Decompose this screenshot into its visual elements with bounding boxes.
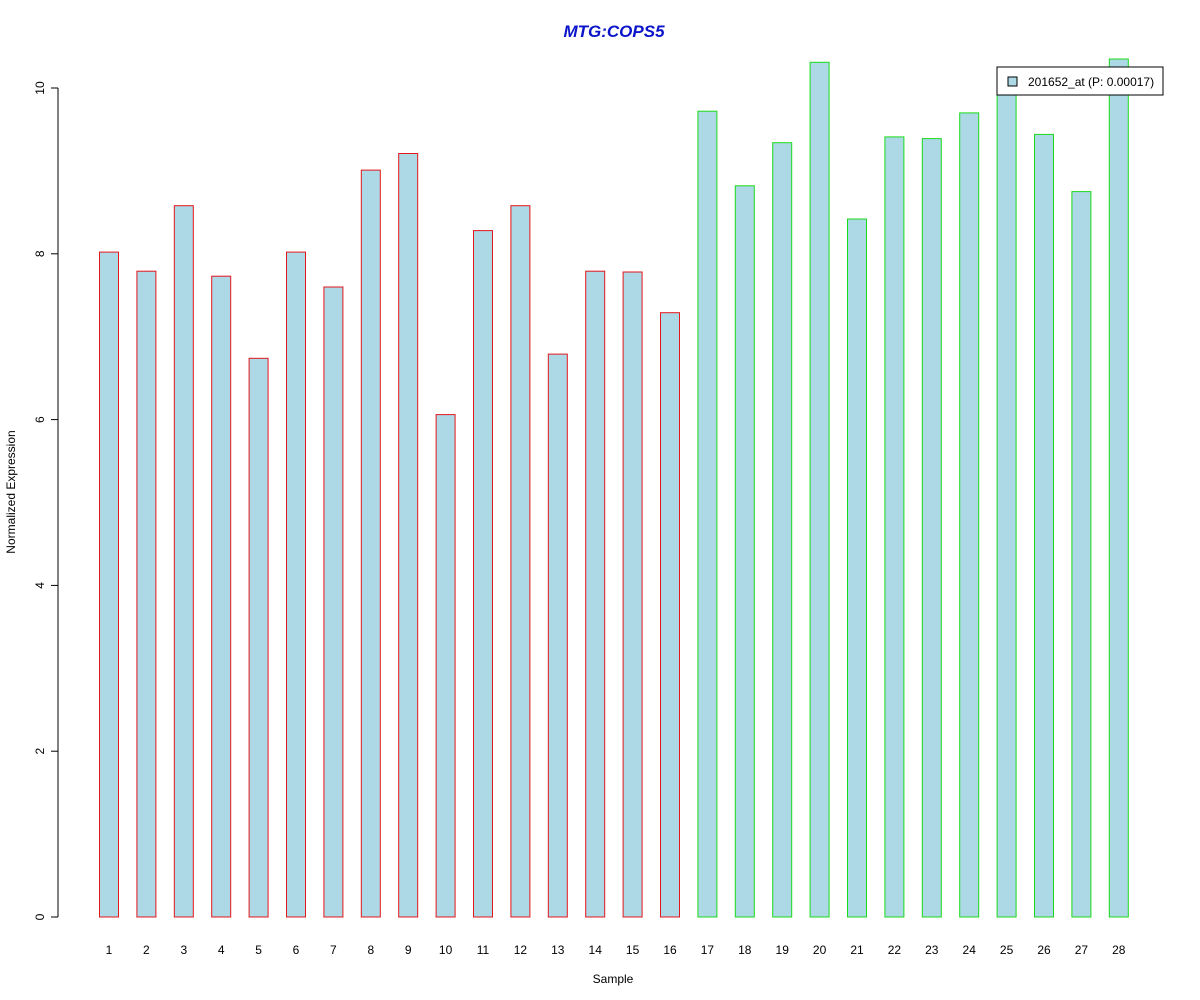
bar bbox=[286, 251, 306, 918]
x-tick-label: 1 bbox=[106, 943, 113, 957]
x-tick-label: 23 bbox=[925, 943, 939, 957]
bar bbox=[510, 205, 531, 918]
bar bbox=[996, 90, 1017, 918]
y-tick-label: 8 bbox=[33, 250, 47, 257]
x-tick-label: 11 bbox=[477, 943, 490, 957]
x-tick-label: 19 bbox=[776, 943, 790, 957]
bar bbox=[734, 185, 755, 918]
bar bbox=[473, 230, 493, 918]
bar bbox=[1071, 191, 1092, 918]
bar bbox=[847, 218, 867, 918]
y-tick-label: 2 bbox=[33, 748, 47, 755]
bar bbox=[959, 112, 980, 918]
bar bbox=[697, 110, 718, 918]
x-tick-label: 4 bbox=[218, 943, 225, 957]
x-tick-label: 26 bbox=[1037, 943, 1051, 957]
bar bbox=[1108, 58, 1129, 918]
x-tick-label: 2 bbox=[143, 943, 150, 957]
x-tick-label: 28 bbox=[1112, 943, 1126, 957]
y-tick-label: 6 bbox=[33, 416, 47, 423]
bar bbox=[809, 61, 830, 918]
bar bbox=[547, 353, 568, 918]
x-tick-label: 21 bbox=[850, 943, 864, 957]
bar bbox=[622, 271, 643, 918]
x-tick-label: 7 bbox=[330, 943, 337, 957]
bar bbox=[99, 251, 119, 918]
x-tick-label: 13 bbox=[551, 943, 565, 957]
y-tick-label: 4 bbox=[33, 582, 47, 589]
legend: 201652_at (P: 0.00017) bbox=[996, 66, 1164, 96]
x-tick-label: 20 bbox=[813, 943, 827, 957]
x-tick-label: 10 bbox=[439, 943, 453, 957]
bar bbox=[173, 205, 194, 918]
x-tick-label: 5 bbox=[255, 943, 262, 957]
bar bbox=[660, 312, 680, 918]
bar bbox=[772, 142, 793, 918]
chart-title: MTG:COPS5 bbox=[563, 22, 665, 41]
x-tick-label: 22 bbox=[888, 943, 902, 957]
bar bbox=[323, 286, 344, 918]
x-tick-label: 3 bbox=[180, 943, 187, 957]
x-tick-label: 24 bbox=[963, 943, 977, 957]
x-tick-label: 25 bbox=[1000, 943, 1014, 957]
bar bbox=[921, 138, 942, 918]
bar bbox=[136, 270, 157, 918]
x-tick-label: 8 bbox=[367, 943, 374, 957]
x-tick-label: 27 bbox=[1075, 943, 1089, 957]
legend-swatch bbox=[1007, 76, 1018, 87]
x-tick-label: 17 bbox=[701, 943, 715, 957]
x-tick-label: 15 bbox=[626, 943, 640, 957]
x-tick-label: 14 bbox=[589, 943, 603, 957]
bar bbox=[248, 357, 269, 918]
bar bbox=[1034, 133, 1054, 918]
bars-group bbox=[99, 58, 1129, 918]
y-axis-title: Normalized Expression bbox=[4, 430, 18, 553]
bar bbox=[360, 169, 381, 918]
x-tick-labels: 1 2 3 4 5 6 7 8 9 10 11 12 13 14 15 16 17 18 19 20 21 22 23 24 2… bbox=[106, 943, 1126, 957]
x-tick-label: 16 bbox=[663, 943, 677, 957]
bar bbox=[211, 275, 232, 918]
x-axis-title: Sample bbox=[593, 972, 634, 986]
bar bbox=[585, 270, 606, 918]
bar bbox=[435, 414, 456, 918]
legend-label: 201652_at (P: 0.00017) bbox=[1028, 75, 1154, 89]
x-tick-label: 6 bbox=[293, 943, 300, 957]
y-axis: 0 2 4 6 8 10 bbox=[33, 81, 59, 920]
x-tick-label: 18 bbox=[738, 943, 752, 957]
legend-box bbox=[996, 66, 1164, 96]
x-tick-label: 12 bbox=[514, 943, 528, 957]
y-tick-label: 0 bbox=[33, 913, 47, 920]
x-tick-label: 9 bbox=[405, 943, 412, 957]
bar bbox=[398, 153, 419, 918]
y-tick-label: 10 bbox=[33, 81, 47, 95]
bar bbox=[884, 136, 905, 918]
